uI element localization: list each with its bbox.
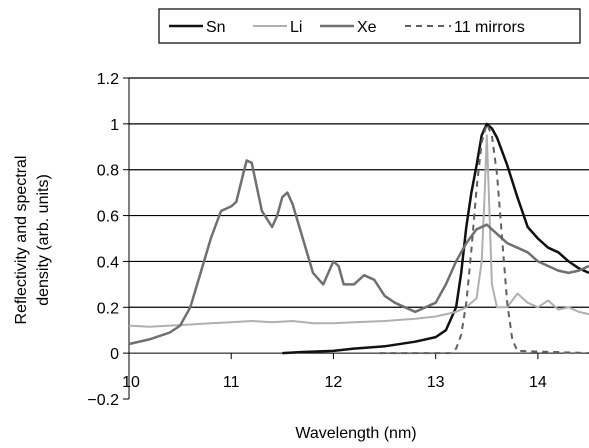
x-axis-title: Wavelength (nm) [295,425,416,442]
series-line-li [128,134,589,328]
x-tick-label: 14 [529,374,547,391]
y-tick-label: 0.8 [97,163,119,180]
series-line-sn [282,122,589,355]
legend-box [158,8,581,44]
y-axis-title-line-2: density (arb. units) [35,174,52,306]
axis-labels: Wavelength (nm) Reflectivity and spectra… [13,156,417,442]
legend-label: Li [290,19,302,36]
series-layer [128,122,589,355]
series-line-xe [128,159,589,346]
grid-layer [129,77,589,308]
axis-layer: −0.2 0 0.2 0.4 0.6 0.8 1 1.2 10 11 12 13 14 [87,71,589,409]
legend-label: Xe [357,19,377,36]
y-tick-label: 0 [110,346,119,363]
x-tick-label: 11 [223,374,240,391]
legend-label: 11 mirrors [454,19,525,36]
y-tick-label: 1.2 [97,71,119,88]
x-tick-label: 13 [427,374,445,391]
y-tick-label: 1 [110,117,119,134]
legend-label: Sn [206,19,226,36]
y-tick-label: 0.6 [97,209,119,226]
y-axis-title-line-1: Reflectivity and spectral [13,156,30,325]
x-tick-label: 10 [122,374,140,391]
y-tick-label: 0.2 [97,300,119,317]
y-tick-label: −0.2 [87,392,119,409]
x-tick-label: 12 [325,374,343,391]
legend: Sn Li Xe 11 mirrors [158,8,581,44]
y-tick-label: 0.4 [97,254,119,271]
